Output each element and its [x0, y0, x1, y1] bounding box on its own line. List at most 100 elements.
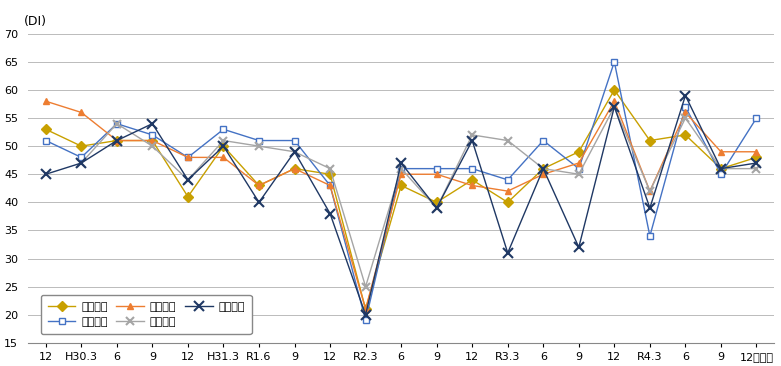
県北地域 — [361, 307, 370, 311]
県南地域 — [610, 105, 619, 109]
県北地域 — [645, 138, 654, 143]
鹿行地域 — [41, 99, 51, 104]
県北地域 — [77, 144, 86, 148]
鹿行地域 — [184, 155, 193, 160]
鹿行地域 — [148, 138, 157, 143]
県西地域 — [148, 122, 157, 126]
県西地域 — [397, 161, 406, 165]
県南地域 — [468, 133, 477, 137]
Line: 県西地域: 県西地域 — [41, 91, 761, 320]
県西地域 — [716, 167, 726, 171]
県南地域 — [539, 167, 548, 171]
県北地域 — [397, 183, 406, 188]
県央地域 — [361, 318, 370, 322]
県西地域 — [184, 178, 193, 182]
県西地域 — [112, 138, 122, 143]
県南地域 — [148, 144, 157, 148]
県南地域 — [326, 167, 335, 171]
県南地域 — [574, 172, 583, 176]
県北地域 — [752, 155, 761, 160]
県南地域 — [361, 284, 370, 289]
県南地域 — [716, 167, 726, 171]
県西地域 — [503, 251, 512, 255]
県央地域 — [219, 127, 228, 131]
県央地域 — [681, 105, 690, 109]
県央地域 — [77, 155, 86, 160]
鹿行地域 — [397, 172, 406, 176]
Line: 県央地域: 県央地域 — [42, 59, 760, 324]
Text: (DI): (DI) — [24, 15, 48, 27]
県北地域 — [255, 183, 264, 188]
鹿行地域 — [219, 155, 228, 160]
県西地域 — [290, 150, 299, 154]
県北地域 — [716, 167, 726, 171]
県南地域 — [219, 138, 228, 143]
県央地域 — [716, 172, 726, 176]
県央地域 — [752, 116, 761, 120]
県央地域 — [645, 234, 654, 238]
県西地域 — [326, 212, 335, 216]
県北地域 — [503, 200, 512, 205]
県南地域 — [290, 150, 299, 154]
県南地域 — [503, 138, 512, 143]
鹿行地域 — [326, 183, 335, 188]
県南地域 — [112, 122, 122, 126]
県央地域 — [41, 138, 51, 143]
県西地域 — [539, 167, 548, 171]
県央地域 — [539, 138, 548, 143]
県北地域 — [432, 200, 441, 205]
県西地域 — [255, 200, 264, 205]
Legend: 県北地域, 県央地域, 鹿行地域, 県南地域, 県西地域: 県北地域, 県央地域, 鹿行地域, 県南地域, 県西地域 — [41, 295, 251, 334]
鹿行地域 — [468, 183, 477, 188]
県央地域 — [184, 155, 193, 160]
鹿行地域 — [255, 183, 264, 188]
県南地域 — [184, 178, 193, 182]
県央地域 — [397, 167, 406, 171]
Line: 鹿行地域: 鹿行地域 — [42, 98, 760, 313]
県央地域 — [326, 183, 335, 188]
鹿行地域 — [432, 172, 441, 176]
県西地域 — [645, 206, 654, 210]
県西地域 — [432, 206, 441, 210]
県北地域 — [41, 127, 51, 131]
県央地域 — [255, 138, 264, 143]
鹿行地域 — [539, 172, 548, 176]
県南地域 — [77, 161, 86, 165]
県西地域 — [41, 172, 51, 176]
県南地域 — [645, 189, 654, 193]
県西地域 — [77, 161, 86, 165]
鹿行地域 — [503, 189, 512, 193]
県央地域 — [468, 167, 477, 171]
県北地域 — [219, 144, 228, 148]
県西地域 — [468, 138, 477, 143]
鹿行地域 — [752, 150, 761, 154]
県北地域 — [148, 138, 157, 143]
県南地域 — [397, 167, 406, 171]
県南地域 — [752, 167, 761, 171]
県北地域 — [326, 172, 335, 176]
鹿行地域 — [716, 150, 726, 154]
県西地域 — [361, 313, 370, 317]
県西地域 — [574, 245, 583, 250]
鹿行地域 — [77, 110, 86, 115]
鹿行地域 — [361, 307, 370, 311]
県南地域 — [255, 144, 264, 148]
県西地域 — [681, 93, 690, 98]
鹿行地域 — [610, 99, 619, 104]
県南地域 — [432, 206, 441, 210]
Line: 県北地域: 県北地域 — [42, 86, 760, 313]
県央地域 — [432, 167, 441, 171]
県北地域 — [290, 167, 299, 171]
県央地域 — [574, 167, 583, 171]
県西地域 — [752, 161, 761, 165]
県北地域 — [184, 194, 193, 199]
県央地域 — [148, 133, 157, 137]
県西地域 — [219, 144, 228, 148]
県北地域 — [574, 150, 583, 154]
県央地域 — [610, 60, 619, 64]
県北地域 — [539, 167, 548, 171]
県北地域 — [112, 138, 122, 143]
鹿行地域 — [681, 110, 690, 115]
県北地域 — [610, 88, 619, 92]
県央地域 — [290, 138, 299, 143]
